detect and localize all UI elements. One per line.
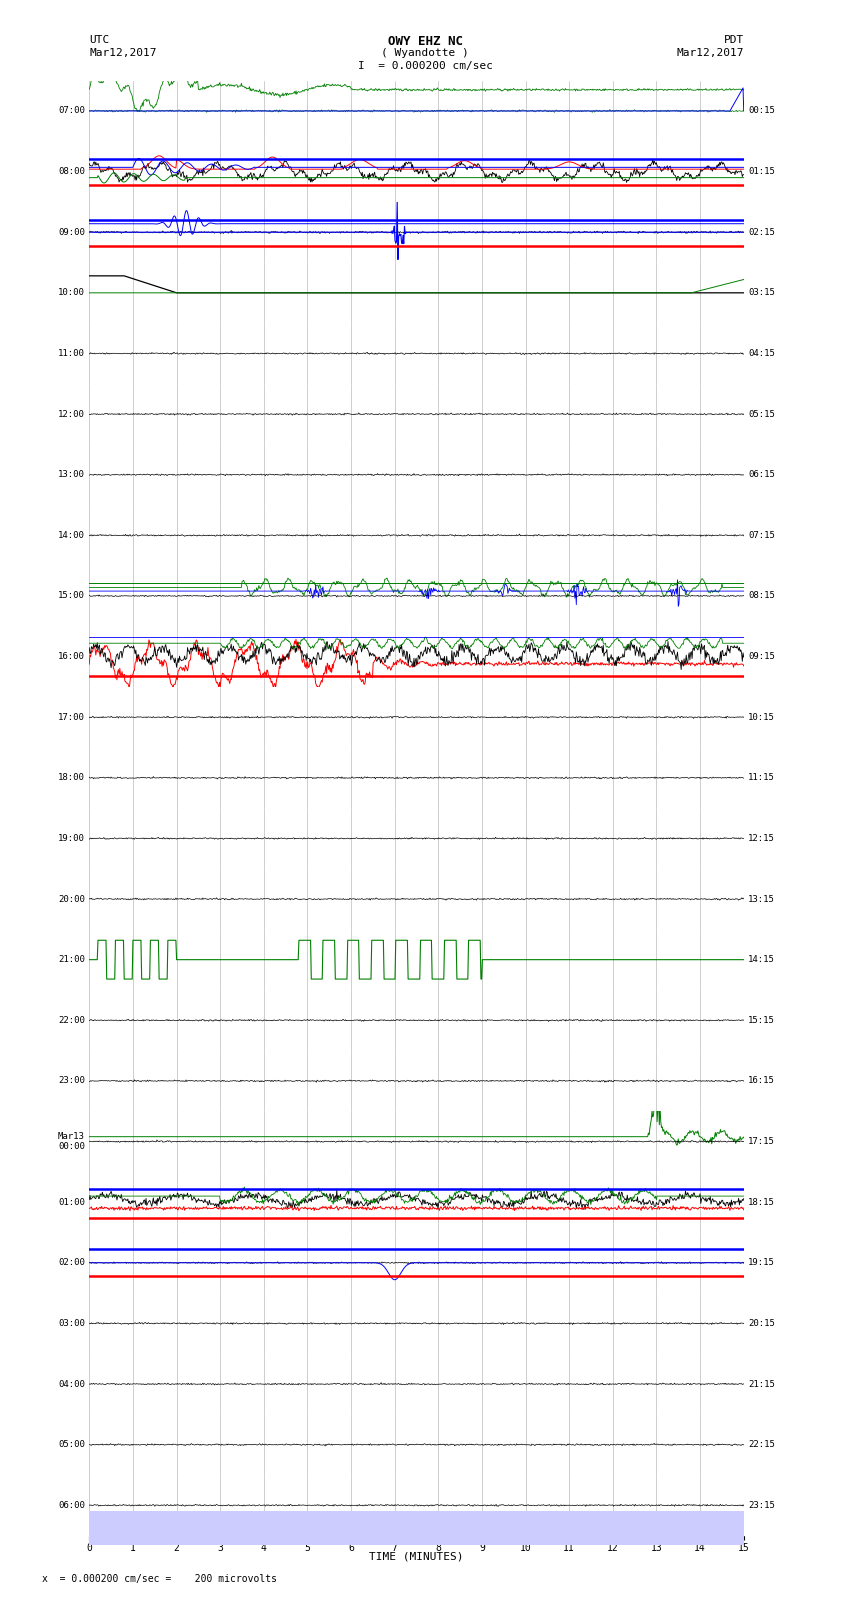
Text: 03:00: 03:00 — [58, 1319, 85, 1327]
Text: 22:15: 22:15 — [748, 1440, 775, 1448]
Text: 09:15: 09:15 — [748, 652, 775, 661]
Text: 05:00: 05:00 — [58, 1440, 85, 1448]
Text: 00:15: 00:15 — [748, 106, 775, 116]
Text: Mar13
00:00: Mar13 00:00 — [58, 1132, 85, 1152]
Text: 11:00: 11:00 — [58, 348, 85, 358]
Text: 05:15: 05:15 — [748, 410, 775, 418]
Text: 06:00: 06:00 — [58, 1500, 85, 1510]
Text: Mar12,2017: Mar12,2017 — [677, 48, 744, 58]
Text: 22:00: 22:00 — [58, 1016, 85, 1024]
Text: Mar12,2017: Mar12,2017 — [89, 48, 156, 58]
Text: 08:00: 08:00 — [58, 168, 85, 176]
Text: 17:00: 17:00 — [58, 713, 85, 721]
Text: 02:15: 02:15 — [748, 227, 775, 237]
Text: I  = 0.000200 cm/sec: I = 0.000200 cm/sec — [358, 61, 492, 71]
Text: PDT: PDT — [723, 35, 744, 45]
Text: 07:00: 07:00 — [58, 106, 85, 116]
Text: 10:15: 10:15 — [748, 713, 775, 721]
Text: 19:15: 19:15 — [748, 1258, 775, 1268]
Text: 15:00: 15:00 — [58, 592, 85, 600]
Text: 14:15: 14:15 — [748, 955, 775, 965]
Text: 13:15: 13:15 — [748, 895, 775, 903]
Text: 15:15: 15:15 — [748, 1016, 775, 1024]
Text: TIME (MINUTES): TIME (MINUTES) — [369, 1552, 464, 1561]
Text: ( Wyandotte ): ( Wyandotte ) — [381, 48, 469, 58]
Text: UTC: UTC — [89, 35, 110, 45]
Text: 02:00: 02:00 — [58, 1258, 85, 1268]
Text: 21:15: 21:15 — [748, 1379, 775, 1389]
Text: 23:15: 23:15 — [748, 1500, 775, 1510]
Text: 08:15: 08:15 — [748, 592, 775, 600]
Text: 16:00: 16:00 — [58, 652, 85, 661]
Text: 12:00: 12:00 — [58, 410, 85, 418]
Text: 04:00: 04:00 — [58, 1379, 85, 1389]
Text: 18:15: 18:15 — [748, 1198, 775, 1207]
Text: 14:00: 14:00 — [58, 531, 85, 540]
Text: 09:00: 09:00 — [58, 227, 85, 237]
Text: 20:00: 20:00 — [58, 895, 85, 903]
Text: 06:15: 06:15 — [748, 471, 775, 479]
Text: x  = 0.000200 cm/sec =    200 microvolts: x = 0.000200 cm/sec = 200 microvolts — [42, 1574, 277, 1584]
Text: 01:00: 01:00 — [58, 1198, 85, 1207]
Text: 17:15: 17:15 — [748, 1137, 775, 1145]
Text: 01:15: 01:15 — [748, 168, 775, 176]
Text: 18:00: 18:00 — [58, 773, 85, 782]
Text: 11:15: 11:15 — [748, 773, 775, 782]
Text: 23:00: 23:00 — [58, 1076, 85, 1086]
Text: 20:15: 20:15 — [748, 1319, 775, 1327]
Text: 16:15: 16:15 — [748, 1076, 775, 1086]
Text: 03:15: 03:15 — [748, 289, 775, 297]
Text: 19:00: 19:00 — [58, 834, 85, 844]
Text: 12:15: 12:15 — [748, 834, 775, 844]
Text: 04:15: 04:15 — [748, 348, 775, 358]
Text: 21:00: 21:00 — [58, 955, 85, 965]
Text: OWY EHZ NC: OWY EHZ NC — [388, 35, 462, 48]
Text: 07:15: 07:15 — [748, 531, 775, 540]
Text: 13:00: 13:00 — [58, 471, 85, 479]
Text: 10:00: 10:00 — [58, 289, 85, 297]
